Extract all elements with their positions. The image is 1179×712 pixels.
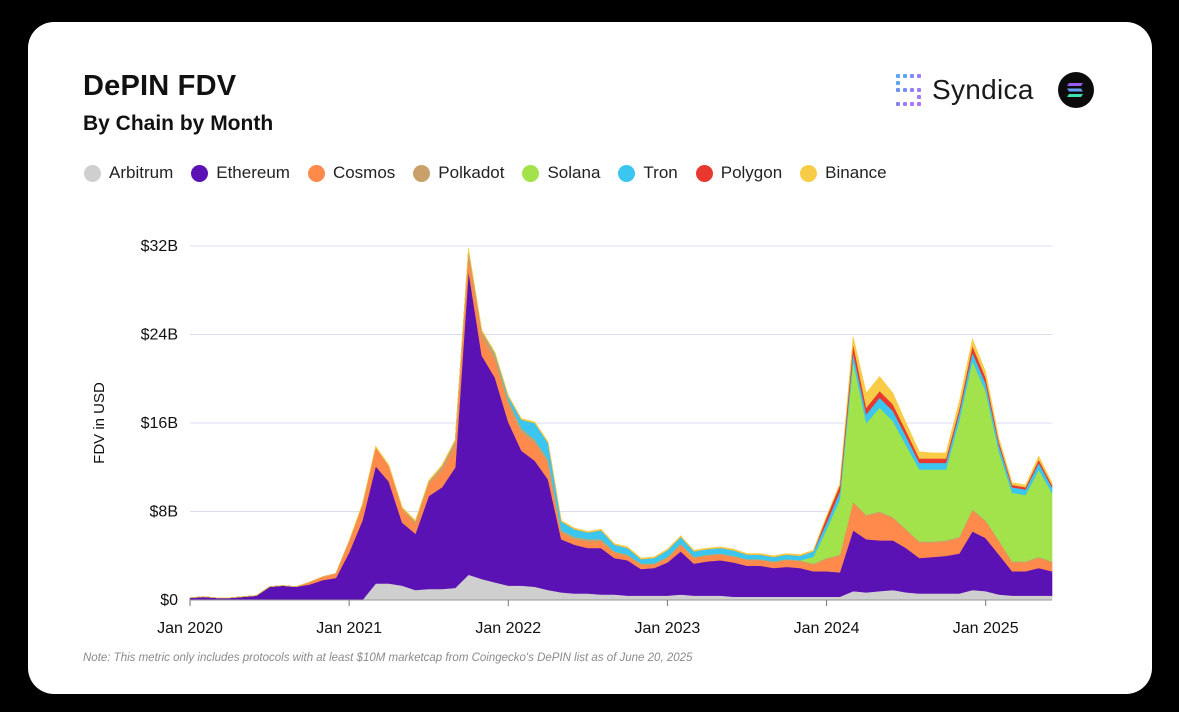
y-axis-label: FDV in USD xyxy=(91,382,108,464)
legend-label: Binance xyxy=(825,163,887,182)
legend-label: Arbitrum xyxy=(109,163,174,182)
x-tick-label: Jan 2024 xyxy=(794,620,860,637)
legend-label: Ethereum xyxy=(216,163,290,182)
legend-swatch xyxy=(84,164,101,182)
legend-item-polygon[interactable]: Polygon xyxy=(695,163,783,183)
footnote: Note: This metric only includes protocol… xyxy=(83,652,693,664)
legend-swatch xyxy=(191,164,209,182)
x-tick-label: Jan 2023 xyxy=(634,620,700,637)
legend-label: Polkadot xyxy=(438,163,505,182)
x-tick-label: Jan 2021 xyxy=(316,620,382,637)
x-tick-label: Jan 2025 xyxy=(953,620,1019,637)
legend-item-tron[interactable]: Tron xyxy=(618,163,678,183)
legend-swatch xyxy=(800,164,818,182)
legend-label: Tron xyxy=(643,163,678,182)
legend-item-binance[interactable]: Binance xyxy=(800,163,887,183)
legend-swatch xyxy=(307,164,325,182)
legend-item-ethereum[interactable]: Ethereum xyxy=(191,163,290,183)
syndica-logo-icon xyxy=(896,74,921,106)
chart-card: DePIN FDV By Chain by Month Syndica Arbi… xyxy=(28,22,1152,694)
y-tick-label: $32B xyxy=(141,238,178,255)
legend-item-arbitrum[interactable]: Arbitrum xyxy=(84,163,173,183)
x-tick-label: Jan 2022 xyxy=(475,620,541,637)
legend-item-polkadot[interactable]: Polkadot xyxy=(413,163,504,183)
legend-swatch xyxy=(618,164,636,182)
legend-swatch xyxy=(695,164,713,182)
legend-item-cosmos[interactable]: Cosmos xyxy=(307,163,396,183)
legend-swatch xyxy=(413,164,431,182)
chart-title: DePIN FDV xyxy=(83,70,237,102)
chart-subtitle: By Chain by Month xyxy=(83,112,274,135)
y-tick-label: $24B xyxy=(141,327,178,344)
solana-logo-icon xyxy=(1058,72,1094,108)
legend-label: Solana xyxy=(547,163,601,182)
y-tick-label: $16B xyxy=(141,415,178,432)
area-binance xyxy=(189,248,1053,599)
y-tick-label: $8B xyxy=(150,504,178,521)
stacked-area-chart: $0 $8B $16B $24B $32B Jan 2020 Jan 2021 Jan 202… xyxy=(91,238,1053,637)
legend-item-solana[interactable]: Solana xyxy=(522,163,600,183)
x-tick-label: Jan 2020 xyxy=(157,620,223,637)
legend-label: Polygon xyxy=(720,163,783,182)
legend-label: Cosmos xyxy=(332,163,396,182)
brand-block: Syndica xyxy=(894,70,1094,110)
legend-swatch xyxy=(522,164,540,182)
brand-name: Syndica xyxy=(932,74,1034,105)
y-tick-label: $0 xyxy=(160,592,178,609)
chart-legend: Arbitrum Ethereum Cosmos Polkadot Solana… xyxy=(84,161,887,185)
